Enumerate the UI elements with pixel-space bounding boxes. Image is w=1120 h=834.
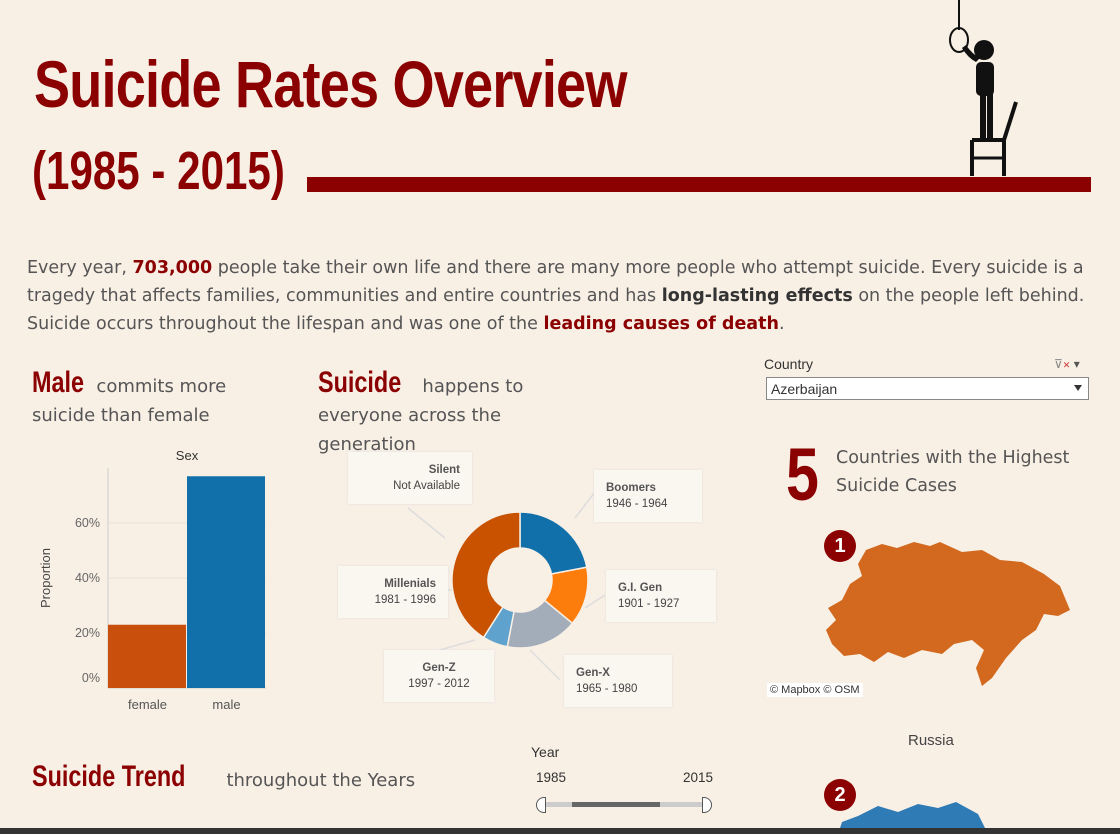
country-dropdown-value: Azerbaijan [771, 381, 838, 397]
bar-chart-ytick: 60% [75, 516, 100, 530]
year-min-value: 1985 [536, 770, 567, 785]
filter-menu-chevron-icon[interactable]: ▾ [1073, 357, 1080, 371]
gen-label-silent: Silent Not Available [348, 452, 472, 504]
bar-xtick-male: male [212, 697, 240, 712]
top-countries-caption: Countries with the Highest Suicide Cases [836, 448, 1070, 496]
year-max-value: 2015 [683, 770, 714, 785]
generation-section-heading: Suicide happens to everyone across the g… [318, 366, 524, 456]
donut-slice-millenials [451, 511, 521, 639]
bottom-bar [0, 828, 1120, 834]
chevron-down-icon[interactable] [1074, 385, 1082, 391]
rank-badge-2: 2 [824, 779, 856, 811]
rank-badge-1: 1 [824, 530, 856, 562]
top-count-number: 5 [786, 433, 819, 516]
generation-donut-chart[interactable] [440, 500, 600, 660]
bar-chart-ytick: 40% [75, 571, 100, 585]
gen-label-gen-z: Gen-Z 1997 - 2012 [384, 650, 494, 702]
map-attribution: © Mapbox © OSM [767, 683, 863, 697]
bar-chart-ytick: 20% [75, 626, 100, 640]
year-filter-label: Year [531, 744, 560, 760]
gen-label-gen-x: Gen-X 1965 - 1980 [564, 655, 672, 707]
page-title: Suicide Rates Overview [34, 47, 627, 121]
gen-label-g-i-gen: G.I. Gen 1901 - 1927 [606, 570, 716, 622]
country-name-1: Russia [908, 732, 954, 749]
year-slider-range[interactable] [572, 802, 660, 807]
country-dropdown[interactable]: Azerbaijan [766, 377, 1089, 400]
bar-chart-title: Sex [176, 448, 199, 463]
title-divider [307, 177, 1091, 192]
sex-bar-chart[interactable]: Sex Proportion 0% 20% 40% 60% female male [30, 440, 290, 720]
intro-paragraph: Every year, 703,000 people take their ow… [27, 258, 1085, 334]
sex-section-heading: Male commits more suicide than female [32, 366, 227, 427]
donut-leader-lines [407, 491, 606, 681]
bar-xtick-female: female [128, 697, 167, 712]
page-subtitle-years: (1985 - 2015) [32, 141, 285, 201]
gen-label-boomers: Boomers 1946 - 1964 [594, 470, 702, 522]
hanging-figure-icon [949, 0, 1018, 176]
annual-deaths-number: 703,000 [132, 258, 213, 278]
clear-filter-icon[interactable]: ⊽ [1054, 357, 1063, 371]
year-slider-min-handle[interactable] [536, 797, 546, 813]
trend-section-heading: Suicide Trend throughout the Years [32, 760, 416, 793]
bar-chart-ytick: 0% [82, 671, 100, 685]
bar-chart-ylabel: Proportion [38, 548, 53, 608]
gen-label-millenials: Millenials 1981 - 1996 [338, 566, 448, 618]
bar-female [108, 624, 186, 688]
country-filter-label: Country [764, 356, 814, 372]
russia-map[interactable] [822, 540, 1077, 690]
year-slider-max-handle[interactable] [702, 797, 712, 813]
bar-male [187, 476, 265, 688]
country-map-2[interactable] [838, 800, 988, 834]
